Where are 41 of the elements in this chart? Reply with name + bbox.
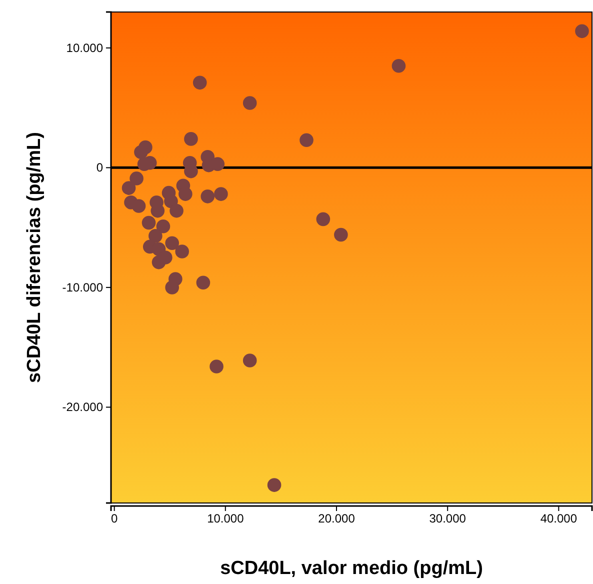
point [334, 228, 348, 242]
y-tick-label: 10.000 [66, 40, 104, 55]
point [200, 190, 215, 204]
point [242, 354, 257, 368]
point [122, 181, 136, 195]
point [192, 76, 207, 90]
point [165, 280, 180, 294]
point [165, 236, 180, 250]
x-tick-label: 20.000 [318, 512, 356, 526]
point [158, 250, 172, 264]
x-tick-label: 30.000 [429, 512, 466, 526]
y-tick-label: 0 [96, 160, 104, 175]
x-tick-label: 0 [110, 512, 118, 526]
point [300, 133, 314, 148]
point [184, 132, 198, 146]
point [164, 194, 178, 208]
point [214, 187, 228, 201]
point [242, 96, 257, 110]
point [132, 199, 146, 213]
x-tick-label: 10.000 [207, 512, 244, 526]
point [142, 216, 156, 230]
point [196, 276, 210, 290]
x-tick-label: 40.000 [540, 512, 578, 526]
y-axis-title: sCD40L diferencias (pg/mL) [24, 132, 45, 383]
point [130, 172, 144, 186]
point [175, 244, 190, 258]
point [148, 229, 162, 243]
point [156, 219, 170, 234]
point [392, 58, 406, 73]
point [178, 187, 192, 201]
point [316, 212, 330, 226]
point [267, 478, 282, 492]
point [575, 24, 589, 38]
point [150, 204, 165, 218]
y-tick-label: -20.000 [62, 400, 104, 414]
point [134, 145, 148, 160]
y-tick-label: -10.000 [62, 280, 104, 294]
point [184, 164, 198, 178]
x-axis-title: sCD40L, valor medio (pg/mL) [220, 558, 483, 579]
point [170, 204, 184, 218]
point [210, 360, 224, 374]
